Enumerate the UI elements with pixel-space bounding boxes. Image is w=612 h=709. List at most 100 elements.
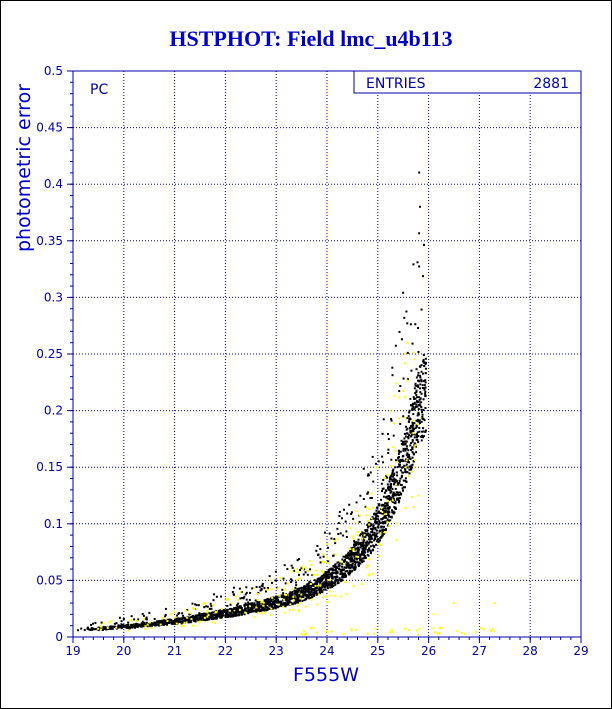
data-point bbox=[376, 506, 379, 509]
data-point bbox=[393, 394, 396, 397]
data-point bbox=[182, 625, 185, 628]
data-point bbox=[326, 577, 329, 580]
data-point bbox=[367, 564, 370, 567]
data-point bbox=[416, 384, 419, 387]
data-point bbox=[358, 558, 361, 561]
data-point bbox=[325, 600, 328, 603]
data-point bbox=[247, 608, 250, 611]
data-point bbox=[237, 602, 240, 605]
y-tick-label: 0.45 bbox=[36, 121, 63, 135]
x-tick-label: 27 bbox=[472, 644, 487, 658]
data-point bbox=[194, 619, 197, 622]
data-point bbox=[418, 365, 421, 368]
data-point bbox=[405, 310, 408, 313]
data-point bbox=[297, 604, 300, 607]
data-point bbox=[294, 586, 297, 589]
data-point bbox=[407, 449, 410, 452]
data-point bbox=[172, 619, 175, 622]
data-point bbox=[196, 616, 199, 619]
data-point bbox=[335, 572, 338, 575]
data-point bbox=[223, 610, 226, 613]
data-point bbox=[412, 413, 415, 416]
data-point bbox=[266, 587, 269, 590]
data-point bbox=[182, 614, 185, 617]
data-point bbox=[284, 601, 287, 604]
data-point bbox=[365, 542, 368, 545]
data-point bbox=[355, 541, 358, 544]
data-point bbox=[360, 553, 363, 556]
data-point bbox=[424, 367, 427, 370]
data-point bbox=[296, 578, 299, 581]
x-axis-label: F555W bbox=[293, 664, 359, 686]
data-point bbox=[253, 604, 256, 607]
data-point bbox=[416, 438, 419, 441]
data-point bbox=[397, 453, 400, 456]
data-point bbox=[398, 451, 401, 454]
data-point bbox=[336, 561, 339, 564]
data-point bbox=[309, 559, 312, 562]
data-point bbox=[239, 605, 242, 608]
data-point bbox=[415, 390, 418, 393]
data-point bbox=[297, 570, 300, 573]
data-point bbox=[369, 552, 372, 555]
data-point bbox=[399, 458, 402, 461]
data-point bbox=[395, 382, 398, 385]
data-point bbox=[320, 587, 323, 590]
data-point bbox=[398, 417, 401, 420]
data-point bbox=[318, 589, 321, 592]
data-point bbox=[243, 595, 246, 598]
data-point bbox=[370, 536, 373, 539]
data-point bbox=[328, 590, 331, 593]
data-point bbox=[347, 551, 350, 554]
data-point bbox=[332, 572, 335, 575]
data-point bbox=[407, 437, 410, 440]
data-point bbox=[248, 603, 251, 606]
data-point bbox=[352, 537, 355, 540]
data-point bbox=[283, 605, 286, 608]
panel-label: PC bbox=[90, 82, 108, 98]
data-point bbox=[346, 570, 349, 573]
data-point bbox=[392, 494, 395, 497]
data-point bbox=[411, 402, 414, 405]
data-point bbox=[411, 408, 414, 411]
data-point bbox=[220, 614, 223, 617]
data-point bbox=[358, 553, 361, 556]
data-point bbox=[381, 529, 384, 532]
data-point bbox=[386, 510, 389, 513]
data-point bbox=[416, 379, 419, 382]
data-point bbox=[316, 580, 319, 583]
data-point bbox=[400, 439, 403, 442]
plot-area: 19 20 21 22 23 24 25 26 27 28 29 00.050.10.150.20.… bbox=[36, 64, 588, 658]
data-point bbox=[230, 615, 233, 618]
data-point bbox=[257, 591, 260, 594]
data-point bbox=[293, 589, 296, 592]
data-point bbox=[313, 594, 316, 597]
data-point bbox=[171, 622, 174, 625]
data-point bbox=[280, 596, 283, 599]
data-point bbox=[190, 616, 193, 619]
data-point bbox=[282, 595, 285, 598]
data-point bbox=[270, 607, 273, 610]
data-point bbox=[390, 509, 393, 512]
data-point bbox=[254, 610, 257, 613]
data-point bbox=[366, 519, 369, 522]
data-point bbox=[122, 625, 125, 628]
data-point bbox=[290, 594, 293, 597]
data-point bbox=[423, 361, 426, 364]
data-point bbox=[419, 376, 422, 379]
data-point bbox=[337, 532, 340, 535]
data-point bbox=[264, 608, 267, 611]
data-point bbox=[366, 550, 369, 553]
data-point bbox=[369, 545, 372, 548]
y-axis-ticks: 00.050.10.150.20.250.30.350.40.450.5 bbox=[36, 64, 73, 644]
data-point bbox=[329, 584, 332, 587]
data-point bbox=[331, 630, 334, 633]
data-point bbox=[372, 506, 375, 509]
data-point bbox=[234, 610, 237, 613]
data-point bbox=[240, 590, 243, 593]
data-point bbox=[275, 600, 278, 603]
data-point bbox=[347, 566, 350, 569]
data-point bbox=[406, 322, 409, 325]
data-point bbox=[86, 627, 89, 630]
data-point bbox=[380, 498, 383, 501]
